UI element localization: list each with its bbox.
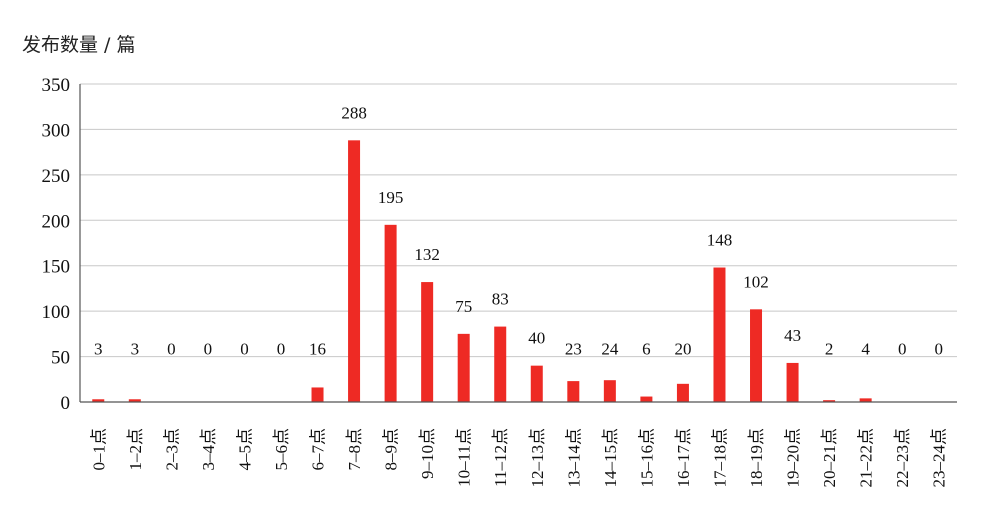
x-tick-label: 5–6点	[272, 428, 291, 471]
bar	[786, 362, 799, 402]
data-label: 288	[341, 103, 367, 122]
x-tick-label: 17–18点	[710, 428, 729, 488]
y-tick-label: 200	[42, 211, 71, 232]
y-tick-label: 0	[61, 393, 71, 414]
x-tick-label: 6–7点	[309, 428, 328, 471]
bar	[859, 398, 872, 402]
data-label: 43	[784, 326, 801, 345]
y-axis-label: 发布数量 / 篇	[22, 34, 135, 56]
bar	[311, 387, 324, 402]
data-label: 0	[240, 340, 249, 359]
bar	[384, 224, 397, 402]
grid-lines	[80, 83, 957, 358]
x-tick-label: 20–21点	[820, 428, 839, 488]
y-tick-label: 300	[42, 120, 71, 141]
data-label: 0	[167, 340, 176, 359]
data-label: 23	[565, 340, 582, 359]
x-tick-label: 19–20点	[784, 428, 803, 488]
bar	[457, 333, 470, 402]
x-tick-label: 13–14点	[564, 428, 583, 488]
data-label: 83	[492, 290, 509, 309]
data-label: 16	[309, 340, 326, 359]
y-tick-labels: 0 50 100 150 200 250 300 350	[42, 75, 71, 414]
x-tick-label: 15–16点	[637, 428, 656, 488]
x-tick-label: 3–4点	[199, 428, 218, 471]
y-tick-label: 350	[42, 75, 71, 96]
bar	[640, 396, 653, 402]
data-label: 4	[861, 340, 870, 359]
axes	[79, 84, 957, 403]
x-tick-label: 4–5点	[235, 428, 254, 471]
bar	[494, 326, 507, 402]
data-label: 0	[898, 340, 907, 359]
bar	[713, 267, 726, 402]
data-label: 102	[743, 272, 769, 291]
data-label: 0	[934, 340, 943, 359]
x-tick-labels: 0–1点 1–2点 2–3点 3–4点 4–5点 5–6点 6–7点 7–8点 8–9点 9–10…	[89, 428, 948, 488]
bar	[676, 383, 689, 402]
data-label: 24	[601, 340, 619, 359]
x-tick-label: 11–12点	[491, 428, 510, 487]
data-label: 40	[528, 329, 545, 348]
y-tick-label: 250	[42, 166, 71, 187]
y-tick-label: 100	[42, 302, 71, 323]
data-label: 0	[277, 340, 286, 359]
bar	[567, 381, 580, 402]
x-tick-label: 10–11点	[455, 428, 474, 487]
bar	[603, 380, 616, 402]
data-label: 0	[204, 340, 213, 359]
data-label: 132	[414, 245, 440, 264]
bar	[92, 399, 105, 402]
x-tick-label: 23–24点	[930, 428, 949, 488]
x-tick-label: 0–1点	[89, 428, 108, 471]
x-tick-label: 7–8点	[345, 428, 364, 471]
x-tick-label: 1–2点	[126, 428, 145, 471]
x-tick-label: 2–3点	[162, 428, 181, 471]
x-tick-label: 9–10点	[418, 428, 437, 479]
data-label: 3	[94, 340, 103, 359]
x-tick-label: 8–9点	[382, 428, 401, 471]
x-tick-label: 16–17点	[674, 428, 693, 488]
x-tick-label: 12–13点	[528, 428, 547, 488]
x-tick-label: 21–22点	[857, 428, 876, 488]
data-label: 75	[455, 297, 472, 316]
bar	[421, 282, 434, 402]
y-tick-label: 50	[51, 348, 70, 369]
x-tick-label: 22–23点	[893, 428, 912, 488]
data-label: 2	[825, 340, 834, 359]
bar	[823, 400, 836, 402]
bar	[348, 140, 361, 402]
data-label: 195	[378, 188, 404, 207]
data-label: 3	[131, 340, 140, 359]
data-label: 6	[642, 340, 651, 359]
bars	[92, 140, 872, 402]
x-tick-label: 18–19点	[747, 428, 766, 488]
y-tick-label: 150	[42, 257, 71, 278]
bar	[128, 399, 141, 402]
x-tick-label: 14–15点	[601, 428, 620, 488]
bar	[750, 309, 763, 402]
data-label: 20	[674, 340, 691, 359]
bar	[530, 365, 543, 402]
data-label: 148	[707, 231, 733, 250]
